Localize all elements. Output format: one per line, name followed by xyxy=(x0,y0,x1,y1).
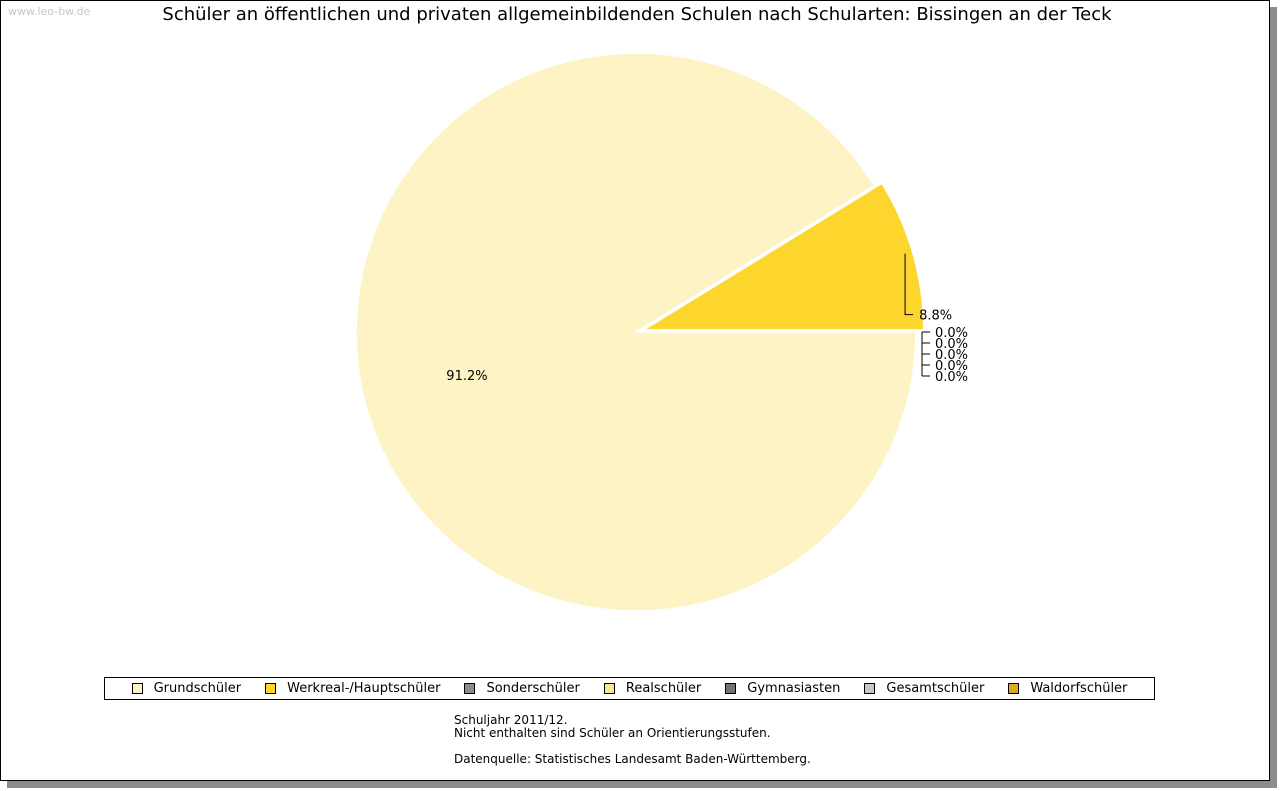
pie-label-grundsch-ler: 91.2% xyxy=(446,369,487,384)
watermark: www.leo-bw.de xyxy=(8,5,91,18)
note-school-year: Schuljahr 2011/12. xyxy=(454,713,568,727)
pie-label-gesamtsch-ler: 0.0% xyxy=(935,359,968,374)
note-source: Datenquelle: Statistisches Landesamt Bad… xyxy=(454,752,811,766)
legend-item-sondersch-ler: Sonderschüler xyxy=(464,681,580,696)
legend-item-gesamtsch-ler: Gesamtschüler xyxy=(864,681,984,696)
legend-item-werkreal-hauptsch-ler: Werkreal-/Hauptschüler xyxy=(265,681,440,696)
legend-swatch xyxy=(603,683,615,694)
legend-swatch xyxy=(464,683,476,694)
legend-label: Gymnasiasten xyxy=(747,681,841,696)
legend-label: Gesamtschüler xyxy=(886,681,985,696)
legend-swatch xyxy=(725,683,737,694)
pie-label-waldorfsch-ler: 0.0% xyxy=(935,370,968,385)
legend-label: Waldorfschüler xyxy=(1030,681,1128,696)
legend-label: Werkreal-/Hauptschüler xyxy=(287,681,441,696)
chart-title: Schüler an öffentlichen und privaten all… xyxy=(162,4,1112,25)
pie-label-werkreal-hauptsch-ler: 8.8% xyxy=(919,309,952,324)
legend-swatch xyxy=(131,683,143,694)
legend-label: Sonderschüler xyxy=(486,681,580,696)
legend-swatch xyxy=(1008,683,1020,694)
pie-slice-werkreal-hauptsch-ler xyxy=(641,182,925,331)
legend-item-waldorfsch-ler: Waldorfschüler xyxy=(1008,681,1127,696)
legend-item-gymnasiasten: Gymnasiasten xyxy=(725,681,840,696)
legend-item-realsch-ler: Realschüler xyxy=(603,681,702,696)
pie-slice-grundsch-ler xyxy=(355,52,917,612)
legend-swatch xyxy=(265,683,277,694)
pie-leader-werkreal-hauptsch-ler xyxy=(904,253,914,316)
pie-label-sondersch-ler: 0.0% xyxy=(935,326,968,341)
legend: Grundschüler Werkreal-/Hauptschüler Sonder… xyxy=(104,677,1155,700)
pie-label-gymnasiasten: 0.0% xyxy=(935,348,968,363)
legend-item-grundsch-ler: Grundschüler xyxy=(131,681,242,696)
legend-label: Realschüler xyxy=(625,681,702,696)
note-exclusion: Nicht enthalten sind Schüler an Orientie… xyxy=(454,726,771,740)
pie-label-realsch-ler: 0.0% xyxy=(935,337,968,352)
legend-swatch xyxy=(864,683,876,694)
legend-label: Grundschüler xyxy=(153,681,242,696)
